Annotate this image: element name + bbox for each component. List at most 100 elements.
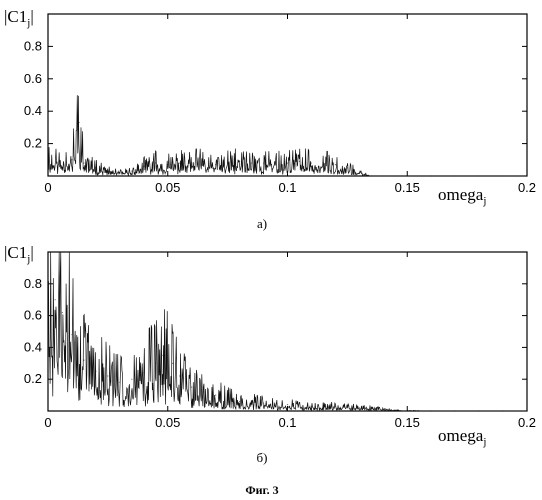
y-tick-label: 0.6 [24,71,42,86]
y-axis-label-close: | [30,7,33,26]
data-point [479,410,480,411]
series-line-1 [48,95,527,176]
data-point [287,404,288,405]
panel-caption: а) [257,216,267,231]
data-point [167,164,168,165]
data-point [359,172,360,173]
data-point [131,171,132,172]
data-point [347,167,348,168]
data-point [203,161,204,162]
data-point [275,162,276,163]
data-point [119,382,120,383]
data-point [239,161,240,162]
data-point [47,156,48,157]
x-axis-label: omegaj [438,185,486,207]
data-point [526,175,527,176]
data-point [383,175,384,176]
data-point [215,395,216,396]
data-point [191,162,192,163]
data-point [371,175,372,176]
data-point [371,407,372,408]
x-tick-label: 0.05 [155,180,180,195]
data-point [107,375,108,376]
data-point [263,402,264,403]
y-axis-label-close: | [30,243,33,262]
data-point [227,162,228,163]
data-point [162,355,163,356]
data-point [79,122,80,123]
y-axis-label-main: |C1 [4,7,27,26]
data-point [155,162,156,163]
data-point [179,162,180,163]
chart-panel-2: 00.050.10.150.20.20.40.60.8|C1j|omegajб) [4,243,536,465]
data-point [431,410,432,411]
y-tick-label: 0.2 [24,371,42,386]
x-tick-label: 0.1 [278,415,296,430]
data-point [287,162,288,163]
data-point [323,162,324,163]
data-point [172,363,173,364]
y-tick-label: 0.8 [24,38,42,53]
data-point [83,162,84,163]
data-point [107,171,108,172]
x-tick-label: 0 [44,180,51,195]
data-point [83,360,84,361]
data-point [455,410,456,411]
data-point [239,401,240,402]
y-tick-label: 0.8 [24,276,42,291]
data-point [359,407,360,408]
y-tick-label: 0.4 [24,103,42,118]
chart-panel-1: 00.050.10.150.20.20.40.60.8|C1j|omegajа) [4,7,536,231]
data-point [71,159,72,160]
data-point [59,161,60,162]
y-tick-label: 0.6 [24,308,42,323]
panel-caption: б) [257,450,268,465]
data-point [55,299,56,300]
plot-frame [48,14,527,176]
x-tick-label: 0.2 [518,415,536,430]
y-tick-label: 0.2 [24,136,42,151]
data-point [502,175,503,176]
data-point [251,162,252,163]
y-axis-label-main: |C1 [4,243,27,262]
data-point [131,379,132,380]
data-point [263,162,264,163]
data-point [191,387,192,388]
x-tick-label: 0 [44,415,51,430]
data-point [62,312,63,313]
data-point [311,162,312,163]
data-point [455,175,456,176]
data-point [47,323,48,324]
data-point [143,372,144,373]
data-point [119,172,120,173]
data-point [526,410,527,411]
data-point [335,406,336,407]
data-point [143,166,144,167]
x-tick-label: 0.15 [395,180,420,195]
data-point [502,410,503,411]
x-axis-label-sub: j [482,436,486,448]
x-tick-label: 0.1 [278,180,296,195]
series-line-1 [48,252,527,411]
y-axis-label: |C1j| [4,7,34,29]
x-tick-label: 0.05 [155,415,180,430]
data-point [431,175,432,176]
data-point [407,410,408,411]
data-point [71,334,72,335]
data-point [215,164,216,165]
data-point [95,371,96,372]
x-axis-label: omegaj [438,426,486,448]
data-point [395,410,396,411]
x-tick-label: 0.2 [518,180,536,195]
data-point [203,391,204,392]
x-axis-label-main: omega [438,185,484,204]
y-tick-label: 0.4 [24,339,42,354]
x-tick-label: 0.15 [395,415,420,430]
x-axis-label-sub: j [482,195,486,207]
data-point [407,175,408,176]
data-point [383,409,384,410]
data-point [299,161,300,162]
data-point [335,164,336,165]
y-axis-label: |C1j| [4,243,34,265]
